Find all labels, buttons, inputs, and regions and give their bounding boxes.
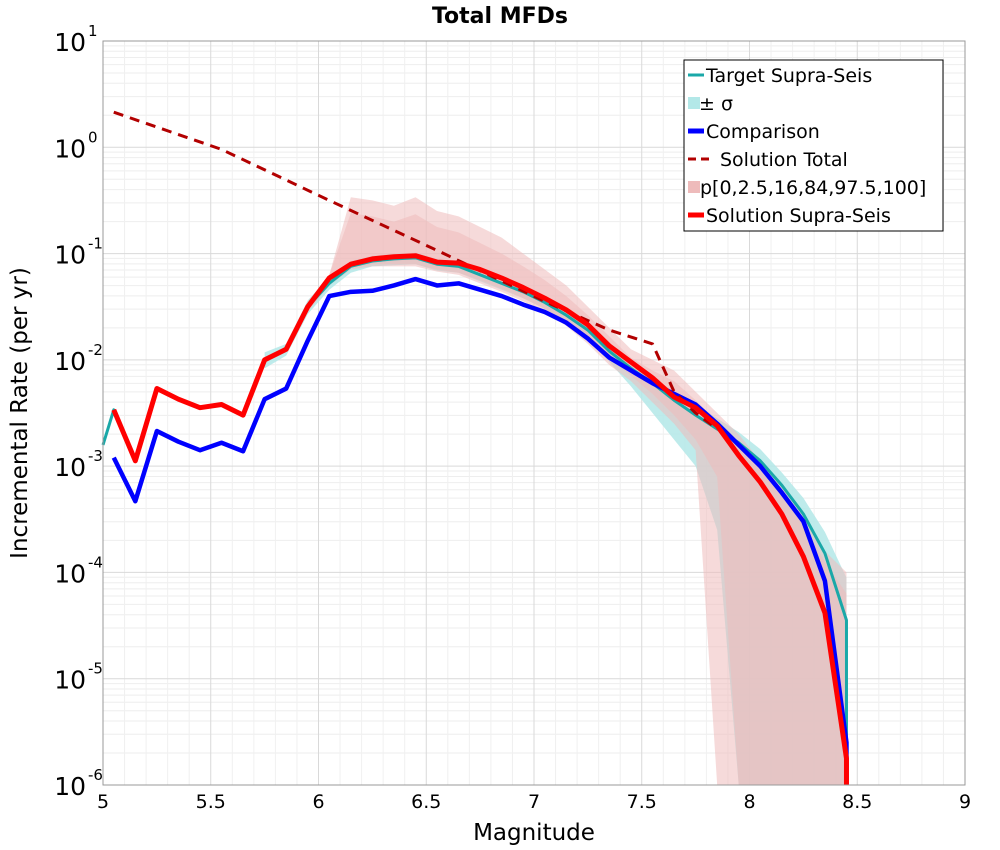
y-tick-base: 10 xyxy=(54,559,86,588)
y-tick-label: 10 -6 xyxy=(54,766,103,801)
x-tick-label: 6.5 xyxy=(411,791,441,813)
x-tick-label: 9 xyxy=(959,791,971,813)
legend-item-total: Solution Total xyxy=(688,149,848,171)
y-tick-exponent: -3 xyxy=(88,447,103,465)
y-tick-base: 10 xyxy=(54,347,86,376)
percentile-band-1 xyxy=(307,197,847,786)
y-tick-label: 10 1 xyxy=(54,22,97,57)
y-tick-label: 10 -4 xyxy=(54,553,103,588)
y-tick-base: 10 xyxy=(54,241,86,270)
y-tick-base: 10 xyxy=(54,28,86,57)
y-tick-base: 10 xyxy=(54,134,86,163)
y-tick-exponent: -4 xyxy=(88,553,103,571)
y-tick-label: 10 -5 xyxy=(54,660,103,695)
y-tick-label: 10 -1 xyxy=(54,235,103,270)
y-tick-label: 10 -2 xyxy=(54,341,103,376)
x-tick-label: 7 xyxy=(528,791,540,813)
legend-item-sigma: ± σ xyxy=(688,93,733,115)
y-tick-base: 10 xyxy=(54,666,86,695)
x-tick-label: 5.5 xyxy=(196,791,226,813)
chart-title: Total MFDs xyxy=(432,4,568,29)
legend-item-percentile: p[0,2.5,16,84,97.5,100] xyxy=(688,177,926,199)
y-tick-exponent: 0 xyxy=(88,128,98,146)
y-tick-exponent: -5 xyxy=(88,660,103,678)
series-lines xyxy=(101,110,849,785)
y-tick-exponent: -6 xyxy=(88,766,103,784)
legend-label: Target Supra-Seis xyxy=(705,65,872,87)
plot-frame xyxy=(102,40,966,786)
legend: Target Supra-Seis ± σ Comparison Solution T… xyxy=(683,59,944,232)
legend-label: p[0,2.5,16,84,97.5,100] xyxy=(700,177,926,199)
x-tick-label: 6 xyxy=(312,791,324,813)
x-tick-label: 5 xyxy=(97,791,109,813)
legend-item-comparison: Comparison xyxy=(688,121,820,143)
y-tick-exponent: 1 xyxy=(88,22,98,40)
x-tick-label: 8.5 xyxy=(842,791,872,813)
legend-label: ± σ xyxy=(699,93,733,115)
legend-label: Comparison xyxy=(706,121,820,143)
y-axis-label: Incremental Rate (per yr) xyxy=(7,267,33,559)
legend-label: Solution Supra-Seis xyxy=(706,205,891,227)
x-tick-label: 7.5 xyxy=(627,791,657,813)
legend-swatch xyxy=(688,181,700,193)
supra-line xyxy=(111,253,849,785)
y-tick-exponent: -1 xyxy=(88,235,103,253)
y-tick-label: 10 -3 xyxy=(54,447,103,482)
legend-item-target: Target Supra-Seis xyxy=(688,65,872,87)
legend-box xyxy=(683,59,944,232)
x-axis-label: Magnitude xyxy=(473,820,595,846)
comparison-line xyxy=(111,276,849,785)
y-tick-base: 10 xyxy=(54,772,86,801)
x-tick-label: 8 xyxy=(743,791,755,813)
x-tick-labels: 5 5.5 6 6.5 7 7.5 8 8.5 9 xyxy=(97,791,971,813)
y-tick-exponent: -2 xyxy=(88,341,103,359)
legend-swatch xyxy=(688,97,700,109)
y-tick-base: 10 xyxy=(54,453,86,482)
legend-label: Solution Total xyxy=(720,149,848,171)
legend-item-supra: Solution Supra-Seis xyxy=(688,205,891,227)
y-tick-label: 10 0 xyxy=(54,128,97,163)
